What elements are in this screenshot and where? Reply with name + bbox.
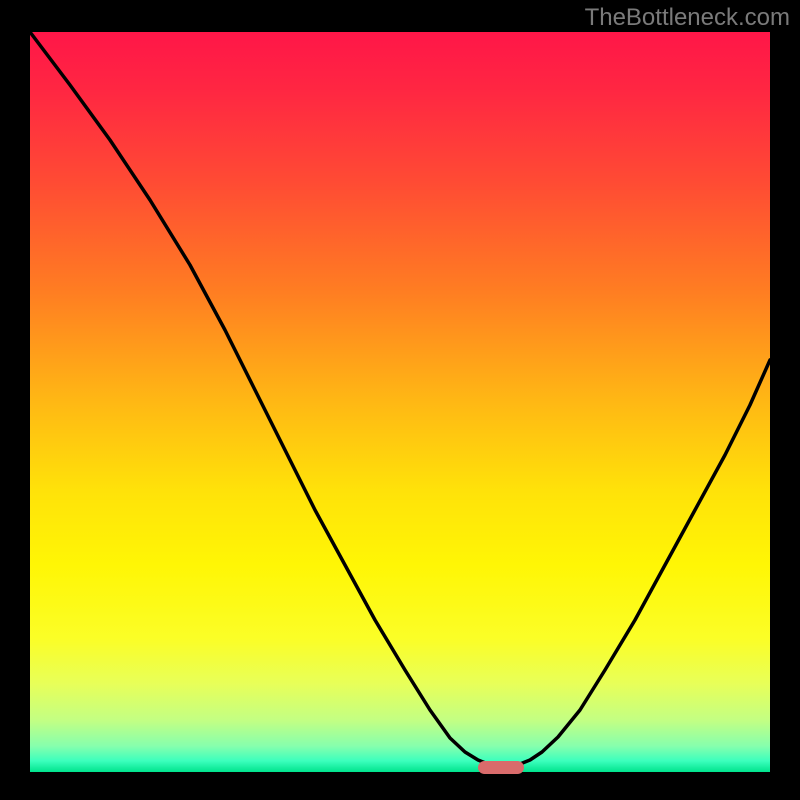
chart-svg [0,0,800,800]
watermark-label: TheBottleneck.com [585,4,790,32]
bottleneck-chart: TheBottleneck.com [0,0,800,800]
